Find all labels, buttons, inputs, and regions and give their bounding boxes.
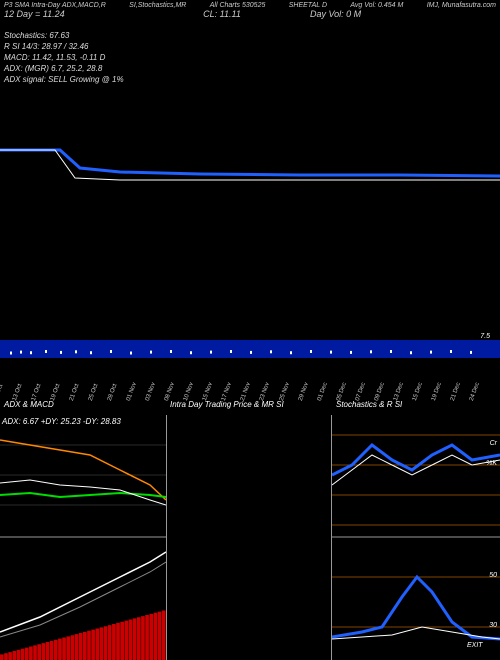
panel-stochastics: Cr %K 50 30 EXIT [332, 415, 500, 660]
panel-mid-svg [167, 415, 333, 660]
panel-right-svg: Cr %K 50 30 EXIT [332, 415, 500, 660]
hdr-part: IMJ, Munafasutra.com [427, 2, 496, 9]
svg-text:Cr: Cr [490, 440, 498, 447]
chart-header: P3 SMA Intra-Day ADX,MACD,R SI,Stochasti… [0, 0, 500, 21]
panel-intraday [166, 415, 332, 660]
svg-text:EXIT: EXIT [467, 642, 483, 649]
hdr-part: SI,Stochastics,MR [129, 2, 186, 9]
title-intraday: Intra Day Trading Price & MR SI [166, 400, 332, 409]
panel-left-svg [0, 415, 166, 660]
stat-rsi: R SI 14/3: 28.97 / 32.46 [4, 41, 124, 52]
title-stoch: Stochastics & R SI [332, 400, 500, 409]
stat-macd: MACD: 11.42, 11.53, -0.11 D [4, 52, 124, 63]
close-value: CL: 11.11 [162, 9, 282, 19]
panel-titles: ADX & MACD Intra Day Trading Price & MR … [0, 400, 500, 409]
hdr-part: Avg Vol: 0.454 M [350, 2, 403, 9]
header-line1: P3 SMA Intra-Day ADX,MACD,R SI,Stochasti… [4, 2, 496, 9]
main-chart-svg [0, 100, 500, 320]
svg-text:30: 30 [489, 622, 497, 629]
volume-svg: 7.5 [0, 320, 500, 360]
stat-adx-signal: ADX signal: SELL Growing @ 1% [4, 74, 124, 85]
adx-readout: ADX: 6.67 +DY: 25.23 -DY: 28.83 [2, 417, 121, 426]
main-price-chart [0, 100, 500, 320]
stat-stochastics: Stochastics: 67.63 [4, 30, 124, 41]
panel-adx-macd: ADX: 6.67 +DY: 25.23 -DY: 28.83 [0, 415, 166, 660]
svg-text:7.5: 7.5 [480, 333, 490, 340]
svg-text:50: 50 [489, 572, 497, 579]
volume-strip: 7.5 [0, 320, 500, 360]
day-value: 12 Day = 11.24 [4, 9, 154, 19]
svg-text:%K: %K [486, 460, 497, 467]
title-adx-macd: ADX & MACD [0, 400, 166, 409]
day-vol: Day Vol: 0 M [310, 9, 460, 19]
indicator-stats: Stochastics: 67.63 R SI 14/3: 28.97 / 32… [4, 30, 124, 85]
stat-adx: ADX: (MGR) 6.7, 25.2, 28.8 [4, 63, 124, 74]
hdr-part: P3 SMA Intra-Day ADX,MACD,R [4, 2, 106, 9]
sub-panels: ADX: 6.67 +DY: 25.23 -DY: 28.83 Cr %K 50 30… [0, 415, 500, 660]
hdr-part: All Charts 530525 [210, 2, 266, 9]
date-axis: 09 Oct11 Oct13 Oct17 Oct19 Oct21 Oct25 O… [0, 362, 500, 392]
header-line2: 12 Day = 11.24 CL: 11.11 Day Vol: 0 M [4, 9, 496, 19]
hdr-part: SHEETAL D [289, 2, 327, 9]
